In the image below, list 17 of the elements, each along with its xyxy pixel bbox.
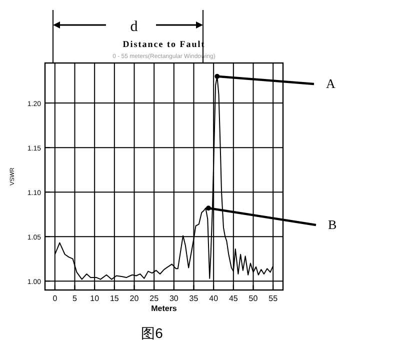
annotation: A bbox=[326, 76, 336, 91]
x-tick-label: 25 bbox=[150, 294, 160, 303]
x-tick-label: 55 bbox=[268, 294, 278, 303]
x-tick-label: 30 bbox=[169, 294, 179, 303]
text: d bbox=[130, 19, 138, 35]
x-tick-label: 40 bbox=[209, 294, 219, 303]
x-tick-label: 10 bbox=[90, 294, 100, 303]
x-tick-label: 45 bbox=[228, 294, 238, 303]
x-tick-label: 35 bbox=[189, 294, 199, 303]
x-tick-label: 15 bbox=[110, 294, 120, 303]
x-tick-label: 20 bbox=[130, 294, 140, 303]
x-axis-title: Meters bbox=[151, 304, 178, 313]
caption: 图6 bbox=[141, 325, 164, 341]
annotation: B bbox=[328, 217, 337, 232]
x-tick-label: 0 bbox=[52, 294, 58, 303]
x-tick-label: 5 bbox=[72, 294, 78, 303]
x-tick-label: 50 bbox=[248, 294, 258, 303]
